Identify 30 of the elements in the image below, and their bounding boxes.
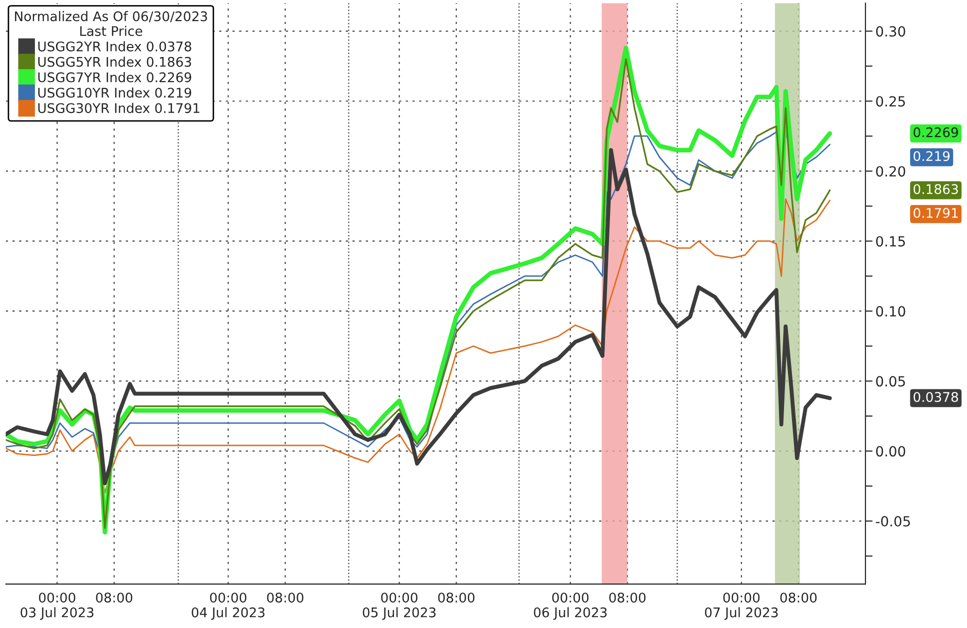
legend-label: USGG2YR Index 0.0378 — [38, 41, 192, 52]
text: 0.0378 — [914, 392, 958, 402]
x-tick-label: 00:00 04 Jul 2023 — [192, 592, 264, 620]
y-tick-label: 0.05 — [876, 376, 905, 387]
y-tick-label: 0.00 — [876, 446, 906, 457]
text: 0.219 — [914, 151, 950, 162]
x-tick-label: 00:00 05 Jul 2023 — [362, 592, 436, 620]
y-tick-label: 0.30 — [876, 26, 906, 37]
legend-label: USGG10YR Index 0.219 — [38, 87, 192, 98]
legend-title: Normalized As Of 06/30/2023 Last Price — [15, 11, 208, 36]
x-tick-label: 08:00 — [96, 592, 132, 603]
y-tick-label: 0.25 — [876, 96, 905, 107]
x-tick-label: 08:00 — [267, 592, 304, 603]
x-tick-label: 08:00 — [780, 592, 817, 603]
legend-label: USGG7YR Index 0.2269 — [38, 72, 192, 82]
legend-label: USGG5YR Index 0.1863 — [38, 56, 192, 67]
x-tick-label: 00:00 06 Jul 2023 — [534, 592, 607, 620]
x-tick-label: 00:00 03 Jul 2023 — [20, 592, 94, 620]
text: 0.1791 — [914, 208, 958, 218]
x-tick-label: 00:00 07 Jul 2023 — [704, 592, 778, 620]
y-tick-label: -0.05 — [876, 516, 910, 527]
text: 0.1863 — [914, 184, 958, 194]
y-tick-label: 0.15 — [876, 236, 905, 247]
legend-label: USGG30YR Index 0.1791 — [38, 102, 200, 114]
x-tick-label: 08:00 — [438, 592, 474, 603]
y-tick-label: 0.10 — [876, 306, 906, 317]
line-series — [6, 198, 831, 494]
x-tick-label: 08:00 — [609, 592, 646, 603]
y-tick-label: 0.20 — [876, 166, 906, 177]
text: 0.2269 — [914, 127, 958, 138]
